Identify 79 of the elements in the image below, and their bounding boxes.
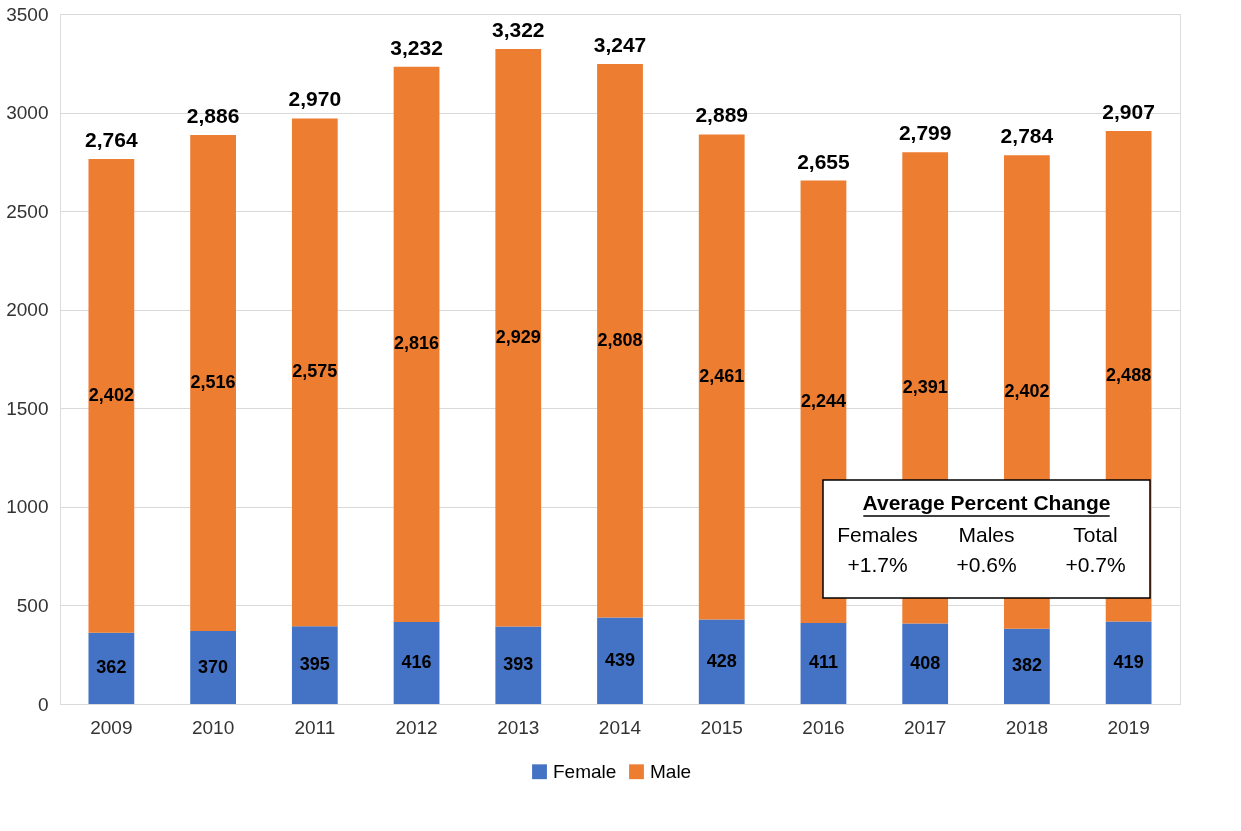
x-tick-label: 2015 bbox=[700, 716, 743, 738]
data-label: 2,402 bbox=[1004, 380, 1050, 401]
data-label: 416 bbox=[401, 651, 432, 672]
annotation: Males bbox=[958, 523, 1015, 546]
bar bbox=[393, 66, 440, 622]
annotation: Total bbox=[1073, 523, 1118, 546]
bar bbox=[291, 626, 338, 704]
total-label: 2,907 bbox=[1102, 99, 1155, 123]
x-tick-label: 2011 bbox=[294, 716, 336, 738]
x-tick-label: 2009 bbox=[90, 716, 133, 738]
bar bbox=[495, 626, 542, 704]
data-label: 2,244 bbox=[800, 390, 846, 411]
bar bbox=[291, 118, 338, 627]
data-label: 382 bbox=[1011, 655, 1042, 676]
data-label: 2,516 bbox=[190, 372, 236, 393]
annotation: +0.6% bbox=[956, 553, 1017, 576]
data-label: 370 bbox=[198, 656, 229, 677]
x-tick-label: 2014 bbox=[598, 716, 642, 738]
bar bbox=[190, 135, 236, 632]
data-label: 2,402 bbox=[88, 384, 134, 405]
y-tick-label: 3000 bbox=[6, 102, 49, 124]
bar bbox=[597, 617, 643, 704]
total-label: 2,970 bbox=[288, 87, 342, 111]
data-label: 419 bbox=[1113, 651, 1144, 672]
x-tick-label: 2016 bbox=[802, 716, 845, 738]
data-label: 2,929 bbox=[495, 326, 541, 347]
y-tick-label: 2000 bbox=[6, 299, 49, 321]
x-tick-label: 2018 bbox=[1005, 716, 1049, 738]
y-tick-label: 1500 bbox=[6, 397, 49, 419]
data-label: 428 bbox=[706, 650, 737, 671]
x-tick-label: 2010 bbox=[191, 716, 235, 738]
total-label: 2,886 bbox=[186, 104, 240, 128]
bar bbox=[393, 621, 440, 704]
legend-label: Male bbox=[650, 760, 692, 782]
bar bbox=[190, 631, 236, 704]
data-label: 2,575 bbox=[292, 361, 338, 382]
bar bbox=[698, 619, 745, 704]
x-tick-label: 2013 bbox=[497, 716, 540, 738]
legend-label: Female bbox=[553, 760, 617, 782]
bar bbox=[88, 632, 135, 704]
bar bbox=[1004, 628, 1050, 704]
x-tick-label: 2019 bbox=[1107, 716, 1150, 738]
data-label: 362 bbox=[96, 657, 127, 678]
data-label: 2,808 bbox=[597, 329, 643, 350]
data-label: 395 bbox=[299, 654, 330, 675]
data-label: 408 bbox=[910, 652, 941, 673]
data-label: 439 bbox=[604, 649, 636, 670]
data-label: 2,488 bbox=[1106, 365, 1152, 386]
bar bbox=[800, 622, 847, 704]
total-label: 3,322 bbox=[491, 18, 545, 42]
y-tick-label: 2500 bbox=[6, 200, 49, 222]
data-label: 393 bbox=[503, 654, 534, 675]
x-tick-label: 2012 bbox=[395, 716, 438, 738]
annotation: +0.7% bbox=[1065, 553, 1126, 576]
total-label: 2,784 bbox=[1000, 124, 1054, 148]
total-label: 2,889 bbox=[695, 103, 749, 127]
y-tick-label: 500 bbox=[16, 594, 49, 616]
data-label: 2,816 bbox=[394, 333, 440, 354]
data-label: 2,461 bbox=[699, 366, 745, 387]
bar bbox=[698, 134, 745, 620]
total-label: 2,799 bbox=[898, 121, 952, 145]
total-label: 2,655 bbox=[797, 149, 851, 173]
total-label: 2,764 bbox=[85, 128, 138, 152]
bar bbox=[902, 623, 949, 704]
total-label: 3,247 bbox=[593, 32, 647, 56]
x-tick-label: 2017 bbox=[904, 716, 947, 738]
y-tick-label: 1000 bbox=[6, 496, 49, 518]
total-label: 3,232 bbox=[390, 35, 443, 59]
annotation: +1.7% bbox=[847, 553, 908, 576]
y-tick-label: 3500 bbox=[6, 3, 49, 25]
bar bbox=[597, 63, 643, 618]
data-label: 2,391 bbox=[902, 376, 948, 397]
bar bbox=[88, 159, 135, 633]
data-label: 411 bbox=[808, 652, 838, 673]
bar bbox=[1105, 621, 1152, 704]
bar bbox=[495, 49, 542, 627]
annotation: Average Percent Change bbox=[862, 491, 1111, 514]
annotation: Females bbox=[837, 523, 918, 546]
y-tick-label: 0 bbox=[37, 693, 49, 715]
